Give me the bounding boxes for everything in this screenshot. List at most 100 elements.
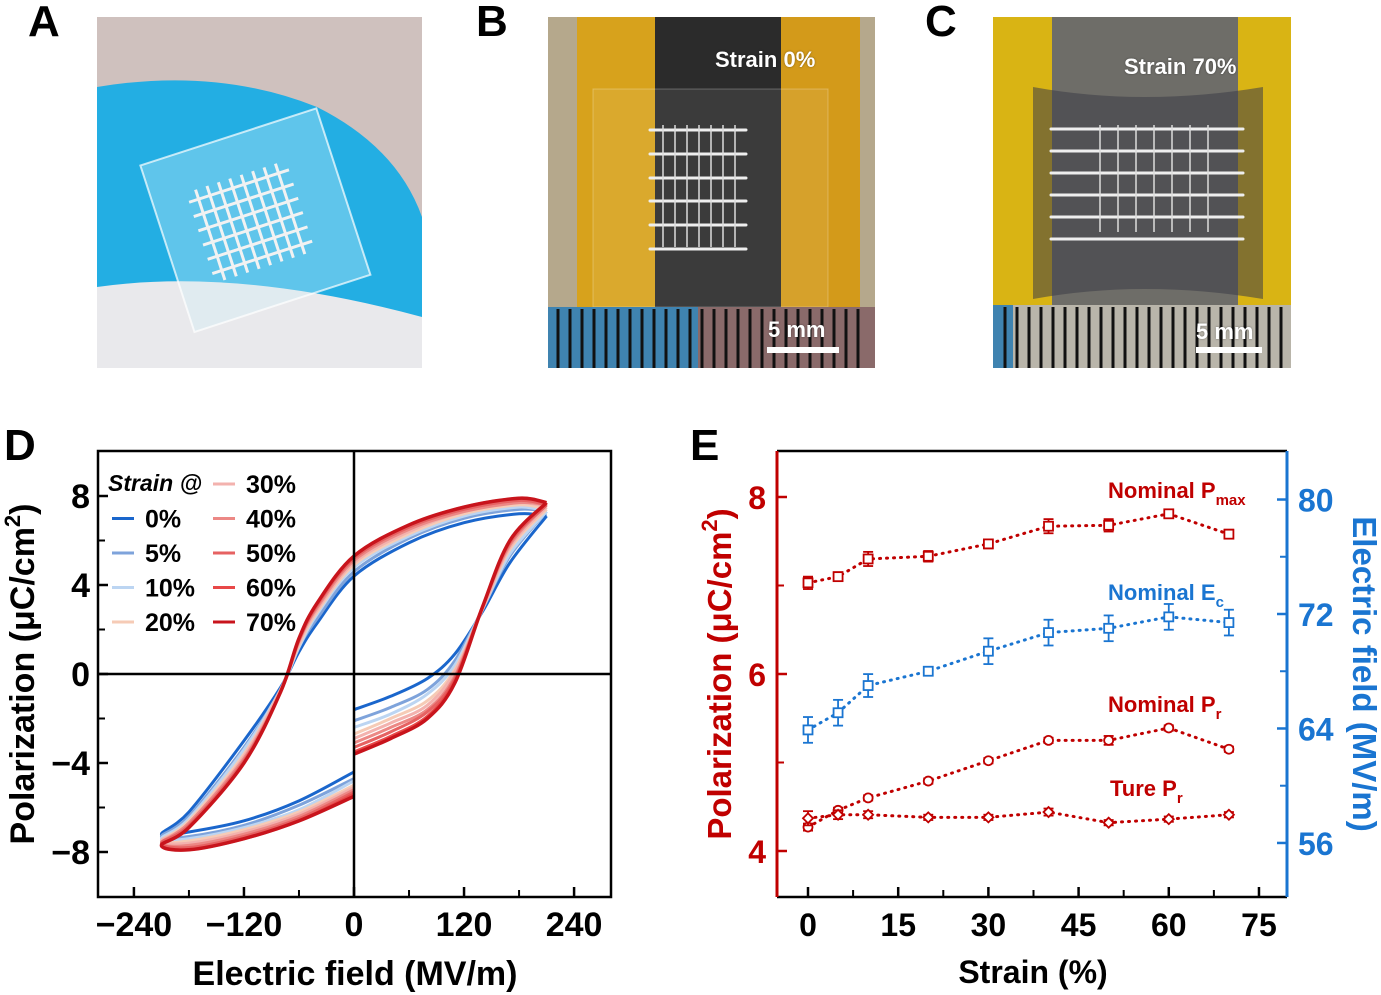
- legend-label-20pct: 20%: [145, 609, 195, 637]
- e-marker-circle: [862, 792, 874, 804]
- caption-strain-70: Strain 70%: [1124, 54, 1237, 79]
- e-point-nominal-p-max: [1103, 518, 1115, 533]
- e-point-ture-p-r: [1162, 812, 1176, 826]
- e-point-nominal-p-r: [1223, 743, 1235, 755]
- e-marker-circle: [1043, 734, 1054, 746]
- e-line-nominal-e-c: [806, 615, 1231, 732]
- e-marker-square: [982, 645, 994, 657]
- e-x-tick-label: 15: [880, 907, 916, 943]
- e-left-y-axis-label: Polarization (μC/cm2): [697, 508, 738, 839]
- photo-c-illustration: [993, 17, 1291, 368]
- scale-bar-b: [767, 347, 839, 353]
- e-point-nominal-p-max: [1223, 528, 1235, 540]
- d-x-tick-label: −120: [206, 906, 283, 944]
- e-marker-diamond: [831, 808, 845, 821]
- e-point-nominal-e-c: [832, 698, 844, 727]
- e-marker-diamond: [1222, 808, 1236, 821]
- scale-label-b: 5 mm: [768, 317, 826, 342]
- e-point-ture-p-r: [801, 810, 815, 827]
- scale-label-c: 5 mm: [1196, 319, 1254, 344]
- e-marker-diamond: [1042, 805, 1055, 819]
- e-right-y-axis-label: Electric field (MV/m): [1346, 516, 1381, 831]
- e-point-nominal-p-max: [1163, 508, 1175, 520]
- chart-d-hysteresis: −240 −120 0 120 240 8 4 0 −4 −8 Electric field (M…: [0, 449, 613, 993]
- e-marker-circle: [1163, 722, 1175, 734]
- e-point-ture-p-r: [982, 811, 995, 824]
- e-point-nominal-e-c: [922, 665, 934, 677]
- e-marker-square: [1043, 627, 1054, 639]
- panel-letter-b: B: [476, 0, 508, 46]
- d-y-tick-label: 4: [71, 567, 90, 605]
- legend-title: Strain @: [108, 470, 202, 496]
- e-point-nominal-p-r: [1163, 722, 1175, 734]
- e-marker-square: [1163, 611, 1175, 623]
- panel-letter-a: A: [28, 0, 60, 46]
- e-marker-square: [982, 538, 994, 550]
- e-point-ture-p-r: [1102, 816, 1115, 829]
- e-point-nominal-e-c: [1103, 614, 1115, 643]
- e-point-nominal-p-max: [802, 575, 814, 590]
- d-y-tick-label: −4: [51, 745, 90, 783]
- e-marker-diamond: [861, 808, 875, 821]
- e-point-nominal-p-max: [922, 550, 934, 563]
- d-x-tick-label: −240: [96, 906, 173, 944]
- e-marker-square: [862, 680, 874, 691]
- photo-a-illustration: [97, 17, 422, 368]
- e-marker-diamond: [1162, 812, 1176, 826]
- e-line-nominal-p-max: [806, 512, 1231, 585]
- e-point-ture-p-r: [1042, 805, 1055, 819]
- e-point-nominal-p-r: [922, 775, 934, 787]
- e-point-nominal-p-r: [982, 755, 994, 767]
- e-marker-square: [1163, 508, 1175, 520]
- e-line-nominal-p-r: [806, 726, 1231, 829]
- e-marker-circle: [922, 775, 934, 787]
- e-marker-circle: [1103, 734, 1115, 746]
- e-marker-square: [832, 571, 844, 583]
- d-x-tick-label: 120: [436, 906, 493, 944]
- e-marker-square: [1223, 617, 1235, 628]
- e-marker-diamond: [921, 811, 935, 824]
- e-point-nominal-p-max: [832, 571, 844, 583]
- e-marker-circle: [982, 755, 994, 767]
- e-marker-square: [832, 707, 844, 719]
- e-point-nominal-e-c: [982, 637, 994, 665]
- e-x-tick-label: 60: [1151, 907, 1187, 943]
- d-x-tick-label: 0: [345, 906, 364, 944]
- e-point-nominal-p-max: [982, 538, 994, 550]
- e-x-tick-label: 45: [1061, 907, 1097, 943]
- e-point-nominal-e-c: [802, 716, 814, 744]
- e-point-nominal-e-c: [1223, 608, 1235, 637]
- e-series-label-nominal-p-r: Nominal Pr: [1108, 692, 1222, 723]
- e-point-nominal-p-r: [1103, 734, 1115, 746]
- e-point-nominal-p-max: [862, 550, 874, 567]
- e-marker-square: [922, 665, 934, 677]
- legend-label-50pct: 50%: [246, 540, 296, 568]
- photo-strain-70: Strain 70% 5 mm: [993, 17, 1291, 368]
- e-marker-square: [1103, 519, 1115, 531]
- e-marker-circle: [1223, 743, 1235, 755]
- e-point-ture-p-r: [831, 808, 845, 821]
- e-left-y-tick-label: 4: [748, 834, 766, 870]
- e-marker-square: [802, 724, 814, 736]
- e-marker-square: [1043, 520, 1054, 532]
- d-x-tick-label: 240: [546, 906, 603, 944]
- e-series-label-nominal-e-c: Nominal Ec: [1108, 580, 1224, 611]
- e-marker-diamond: [982, 811, 995, 824]
- e-marker-diamond: [1102, 816, 1115, 829]
- legend-label-70pct: 70%: [246, 609, 296, 637]
- e-point-nominal-p-r: [862, 792, 874, 804]
- e-point-nominal-e-c: [862, 673, 874, 698]
- panel-letter-d: D: [4, 421, 36, 470]
- e-series-label-nominal-p-max: Nominal Pmax: [1108, 478, 1246, 509]
- legend-label-10pct: 10%: [145, 575, 195, 603]
- legend-label-40pct: 40%: [246, 506, 296, 534]
- e-right-y-tick-label: 56: [1298, 826, 1334, 862]
- e-x-tick-label: 30: [971, 907, 1007, 943]
- e-point-nominal-p-r: [1043, 734, 1054, 746]
- e-marker-diamond: [801, 811, 815, 825]
- panel-letter-c: C: [925, 0, 957, 46]
- e-point-nominal-e-c: [1043, 618, 1054, 647]
- e-left-y-tick-label: 8: [748, 480, 766, 516]
